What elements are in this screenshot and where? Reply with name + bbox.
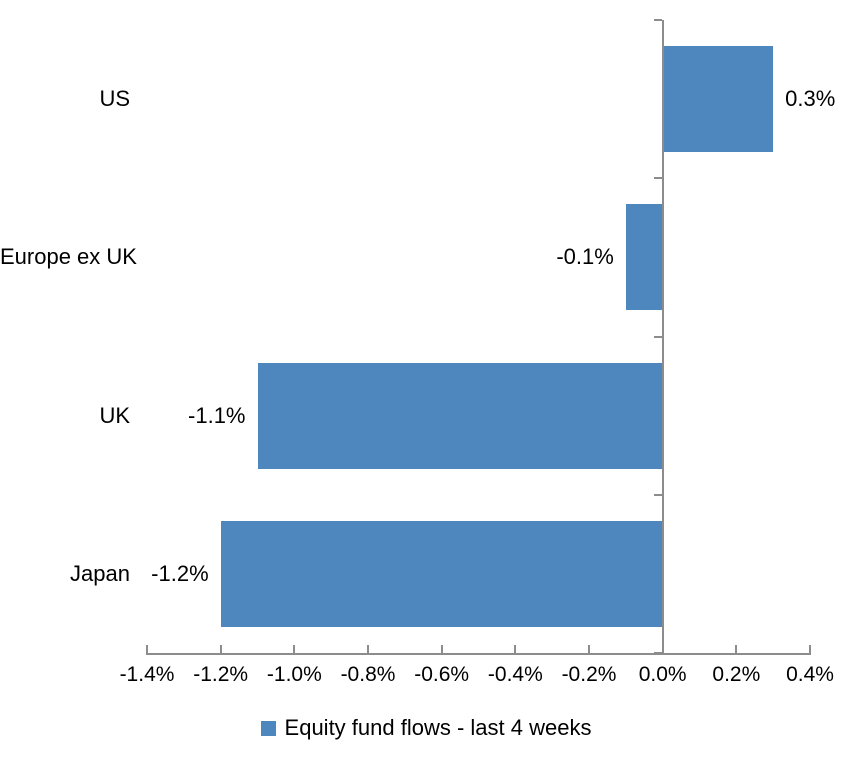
x-tick-label: -0.6% <box>414 663 470 686</box>
data-label: -1.1% <box>188 402 246 428</box>
bar-uk <box>257 362 663 469</box>
category-axis-tick <box>653 493 662 496</box>
data-label: -0.1% <box>556 244 614 270</box>
x-axis-tick <box>293 645 296 653</box>
x-axis-tick <box>514 645 517 653</box>
x-tick-label: -1.0% <box>266 663 322 686</box>
x-tick-label: 0.4% <box>786 663 834 686</box>
legend-swatch <box>260 720 276 736</box>
legend-label: Equity fund flows - last 4 weeks <box>284 715 592 740</box>
x-tick-label: -1.4% <box>119 663 175 686</box>
category-axis-tick <box>653 652 662 654</box>
x-axis-tick <box>367 645 369 653</box>
x-tick-label: 0.2% <box>712 663 761 686</box>
data-label: -1.2% <box>151 560 209 586</box>
data-label: 0.3% <box>785 86 836 112</box>
category-axis-line <box>661 20 664 653</box>
x-tick-label: -1.2% <box>193 663 249 686</box>
x-tick-label: -0.2% <box>561 663 617 686</box>
bar-us <box>662 46 774 153</box>
x-axis-tick <box>588 645 590 653</box>
x-tick-label: -0.4% <box>487 663 543 686</box>
category-label: Japan <box>70 560 130 586</box>
x-tick-label: 0.0% <box>638 663 687 686</box>
x-axis-tick <box>440 645 443 653</box>
x-axis-tick <box>809 645 811 653</box>
x-axis-tick <box>146 645 148 653</box>
x-tick-label: -0.8% <box>340 663 396 686</box>
x-axis-line <box>146 653 811 655</box>
category-axis-tick <box>653 19 662 21</box>
legend: Equity fund flows - last 4 weeks <box>0 714 852 742</box>
category-label: Europe ex UK <box>0 244 137 270</box>
category-label: UK <box>99 402 130 428</box>
x-axis-tick <box>219 645 222 653</box>
x-axis-tick <box>735 645 738 653</box>
bar-japan <box>220 520 663 627</box>
category-label: US <box>99 86 130 112</box>
category-axis-tick <box>653 335 662 338</box>
bar-europe-ex-uk <box>625 204 663 311</box>
category-axis-tick <box>653 177 662 180</box>
